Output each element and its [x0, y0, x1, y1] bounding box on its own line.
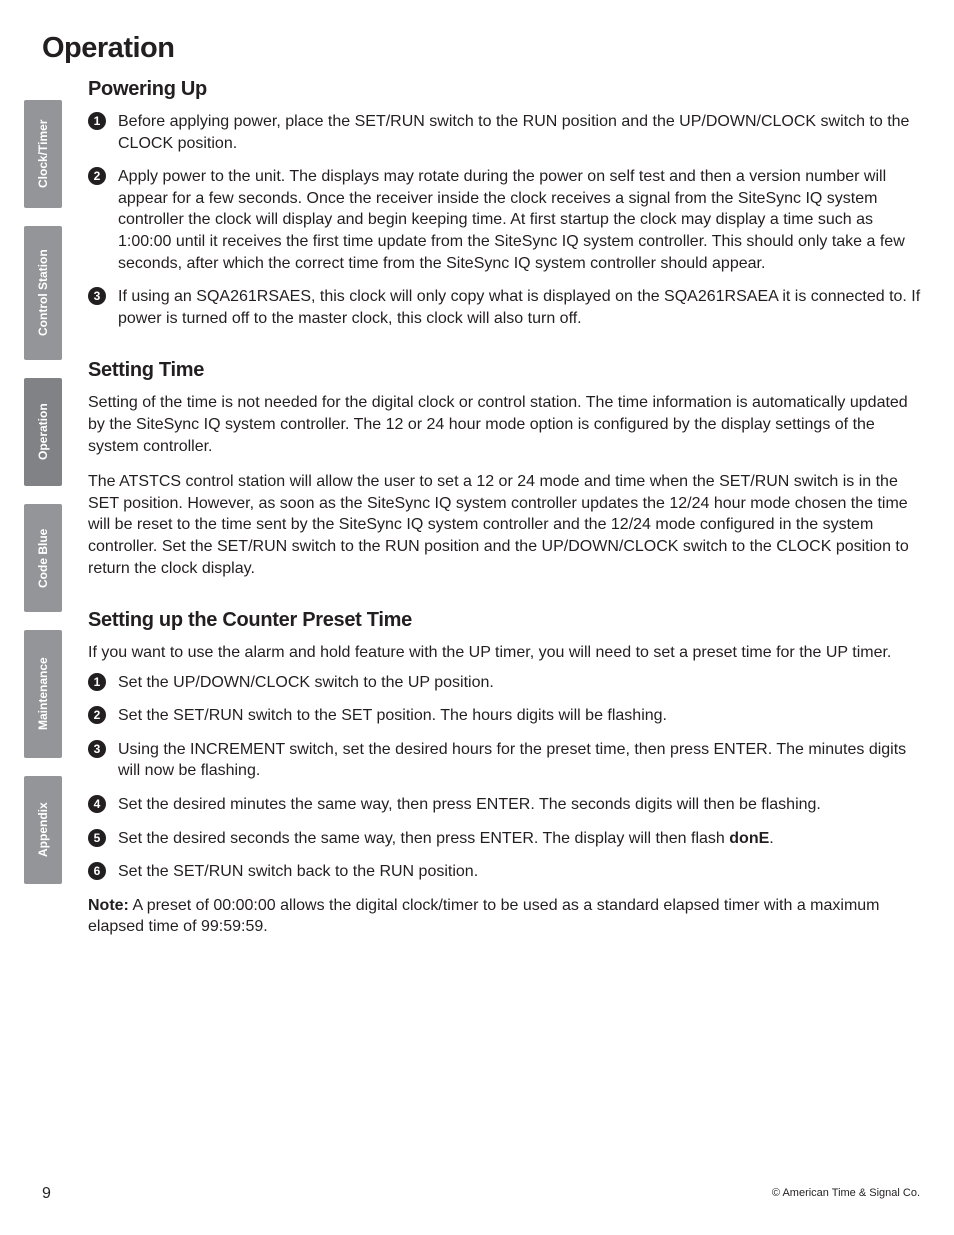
- list-item-text: Apply power to the unit. The displays ma…: [118, 166, 923, 274]
- heading-powering-up: Powering Up: [88, 78, 923, 101]
- list-item: 4 Set the desired minutes the same way, …: [88, 794, 923, 816]
- number-badge-icon: 1: [88, 673, 106, 691]
- number-badge-icon: 5: [88, 829, 106, 847]
- powering-up-list: 1 Before applying power, place the SET/R…: [88, 111, 923, 329]
- list-item-text: Set the desired minutes the same way, th…: [118, 794, 821, 816]
- number-badge-icon: 3: [88, 287, 106, 305]
- list-item-text: Set the SET/RUN switch to the SET positi…: [118, 705, 667, 727]
- list-item-text: If using an SQA261RSAES, this clock will…: [118, 286, 923, 329]
- side-tabs: Clock/Timer Control Station Operation Code …: [24, 100, 64, 902]
- side-tab-appendix[interactable]: Appendix: [24, 776, 62, 884]
- side-tab-clock-timer[interactable]: Clock/Timer: [24, 100, 62, 208]
- list-item: 5 Set the desired seconds the same way, …: [88, 828, 923, 850]
- counter-preset-list: 1 Set the UP/DOWN/CLOCK switch to the UP…: [88, 672, 923, 883]
- number-badge-icon: 2: [88, 167, 106, 185]
- paragraph: The ATSTCS control station will allow th…: [88, 471, 923, 579]
- side-tab-maintenance[interactable]: Maintenance: [24, 630, 62, 758]
- main-content: Powering Up 1 Before applying power, pla…: [88, 78, 923, 960]
- intro-paragraph: If you want to use the alarm and hold fe…: [88, 642, 923, 664]
- side-tab-control[interactable]: Control Station: [24, 226, 62, 360]
- page-title: Operation: [42, 32, 174, 65]
- side-tab-code-blue[interactable]: Code Blue: [24, 504, 62, 612]
- copyright: © American Time & Signal Co.: [772, 1187, 920, 1199]
- note-text: A preset of 00:00:00 allows the digital …: [88, 897, 880, 936]
- list-item: 1 Before applying power, place the SET/R…: [88, 111, 923, 154]
- list-item-text: Set the UP/DOWN/CLOCK switch to the UP p…: [118, 672, 494, 694]
- section-counter-preset: Setting up the Counter Preset Time If yo…: [88, 609, 923, 938]
- section-setting-time: Setting Time Setting of the time is not …: [88, 359, 923, 579]
- number-badge-icon: 3: [88, 740, 106, 758]
- note: Note: A preset of 00:00:00 allows the di…: [88, 895, 923, 938]
- paragraph: Setting of the time is not needed for th…: [88, 392, 923, 457]
- note-label: Note:: [88, 897, 129, 914]
- list-item: 3 If using an SQA261RSAES, this clock wi…: [88, 286, 923, 329]
- list-item-text: Before applying power, place the SET/RUN…: [118, 111, 923, 154]
- side-tab-operation[interactable]: Operation: [24, 378, 62, 486]
- list-item-text: Using the INCREMENT switch, set the desi…: [118, 739, 923, 782]
- number-badge-icon: 2: [88, 706, 106, 724]
- number-badge-icon: 4: [88, 795, 106, 813]
- list-item: 6 Set the SET/RUN switch back to the RUN…: [88, 861, 923, 883]
- page-number: 9: [42, 1185, 51, 1203]
- list-item: 1 Set the UP/DOWN/CLOCK switch to the UP…: [88, 672, 923, 694]
- heading-setting-time: Setting Time: [88, 359, 923, 382]
- list-item: 2 Set the SET/RUN switch to the SET posi…: [88, 705, 923, 727]
- heading-counter-preset: Setting up the Counter Preset Time: [88, 609, 923, 632]
- list-item-text: Set the desired seconds the same way, th…: [118, 828, 774, 850]
- number-badge-icon: 6: [88, 862, 106, 880]
- section-powering-up: Powering Up 1 Before applying power, pla…: [88, 78, 923, 329]
- list-item: 3 Using the INCREMENT switch, set the de…: [88, 739, 923, 782]
- number-badge-icon: 1: [88, 112, 106, 130]
- bold-text: donE: [729, 830, 769, 847]
- list-item: 2 Apply power to the unit. The displays …: [88, 166, 923, 274]
- list-item-text: Set the SET/RUN switch back to the RUN p…: [118, 861, 478, 883]
